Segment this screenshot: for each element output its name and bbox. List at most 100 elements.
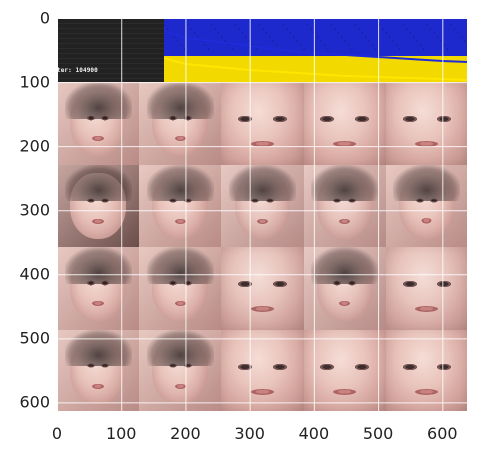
right-eye [346,197,357,204]
face-tile [221,164,304,247]
right-eye [182,115,193,121]
left-eye [332,197,343,204]
face-shape [221,82,304,165]
mouth [92,136,104,142]
mouth [333,388,357,395]
right-eye [100,115,111,121]
x-tick-label: 0 [51,424,63,443]
hair-shape [311,247,379,284]
hair-shape [146,164,214,202]
face-tile [57,164,140,247]
right-eye [429,197,440,204]
y-tick-label: 400 [19,264,50,284]
mouth [250,141,274,148]
left-eye [250,197,261,204]
face-tile [385,247,468,330]
face-tile [385,329,468,412]
loss-chart-svg [164,18,468,82]
face-shape [311,164,379,239]
face-shape [385,329,468,412]
hair-shape [64,164,132,202]
face-tile [139,247,222,330]
x-tick-label: 300 [234,424,265,443]
mouth [174,301,186,307]
left-eye [400,362,419,371]
face-shape [228,164,297,239]
face-shape [146,82,214,157]
mouth [92,383,104,389]
y-tick-label: 300 [19,200,50,220]
face-shape [221,247,304,330]
loss-plot [164,18,468,83]
y-tick-label: 600 [19,392,50,412]
face-tile [221,82,304,165]
mouth [250,388,274,395]
mouth [174,383,186,389]
mouth [339,301,351,307]
face-shape [393,164,461,239]
x-tick-label: 200 [170,424,201,443]
left-eye [85,362,96,369]
left-eye [400,115,419,124]
right-eye [264,197,275,204]
face-shape [64,82,132,157]
mouth [415,388,439,395]
left-eye [85,115,96,121]
left-eye [318,362,337,371]
face-tile [57,247,140,330]
mouth [256,218,269,224]
y-tick-label: 500 [19,328,50,348]
face-tile [303,82,386,165]
face-tile [385,164,468,247]
mouth [415,141,439,148]
hair-shape [146,247,214,284]
loss-top-fill [164,18,468,56]
mouth [174,218,186,224]
face-tile [139,329,222,412]
right-eye [270,362,289,371]
face-shape [146,164,214,239]
face-shape [303,82,386,165]
right-eye [435,115,454,124]
mouth [333,141,357,148]
left-eye [236,280,255,289]
hair-shape [146,329,214,367]
face-tile [385,82,468,165]
right-eye [270,115,289,124]
image-axes: ter: 104900 [57,18,468,412]
face-tile [221,247,304,330]
face-shape [146,329,214,404]
status-strip: ter: 104900 [57,18,164,83]
y-tick-label: 0 [39,8,50,28]
mouth [92,301,104,307]
face-shape [221,329,304,412]
face-tile [221,329,304,412]
right-eye [182,280,193,286]
face-tile [303,164,386,247]
face-shape [146,247,214,322]
left-eye [318,115,337,124]
x-tick-label: 400 [298,424,330,443]
left-eye [236,362,255,371]
mouth [250,306,274,313]
face-shape [64,247,132,322]
face-shape [311,247,379,322]
face-shape [385,82,468,165]
x-tick-label: 600 [427,424,458,443]
face-tile [57,329,140,412]
right-eye [435,362,454,371]
right-eye [352,115,371,124]
left-eye [400,280,419,289]
mouth [339,218,351,224]
hair-shape [64,82,132,119]
iteration-label: ter: 104900 [57,67,98,74]
left-eye [332,280,343,286]
face-tile [57,82,140,165]
y-tick-label: 200 [19,136,50,156]
left-eye [85,280,96,286]
face-shape [64,329,132,404]
x-tick-label: 500 [362,424,394,443]
hair-shape [393,164,461,202]
face-tile [139,82,222,165]
right-eye [182,197,193,204]
